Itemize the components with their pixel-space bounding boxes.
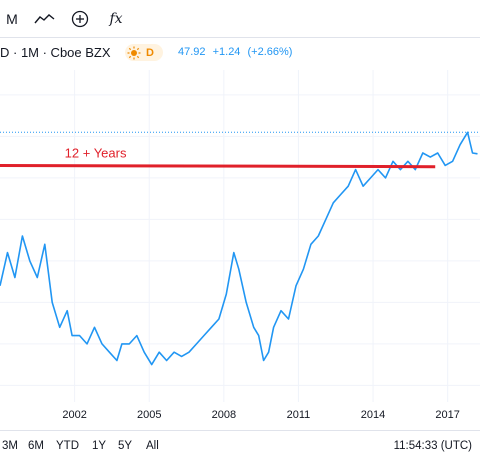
market-status-badge[interactable]: D <box>125 44 163 61</box>
x-axis-tick-label: 2005 <box>136 409 162 421</box>
last-price: 47.92 <box>178 46 206 58</box>
range-5y[interactable]: 5Y <box>118 440 133 452</box>
interval-label: M <box>6 11 18 27</box>
reference-line[interactable] <box>0 163 436 169</box>
compare-button[interactable] <box>68 6 92 32</box>
price-chart[interactable]: 12 + Years <box>0 70 480 402</box>
symbol-title[interactable]: D · 1M · Cboe BZX <box>0 45 111 60</box>
range-all[interactable]: All <box>146 440 159 452</box>
plus-circle-icon <box>71 10 89 28</box>
price-values: 47.92 +1.24 (+2.66%) <box>178 46 296 58</box>
fx-label: fx <box>109 11 123 27</box>
symbol-legend: D · 1M · Cboe BZX D 47.92 +1.24 (+2.66%) <box>0 42 480 64</box>
chart-line-icon <box>34 14 55 24</box>
price-series-line <box>0 131 478 366</box>
x-axis-tick-label: 2014 <box>360 409 386 421</box>
x-axis: 2002 2005 2008 2011 2014 2017 <box>0 405 480 427</box>
interval-button[interactable]: M <box>2 6 22 32</box>
x-axis-tick-label: 2011 <box>286 409 311 421</box>
chart-toolbar: M fx <box>0 0 480 38</box>
x-axis-tick-label: 2002 <box>62 409 87 421</box>
grid-lines <box>0 70 480 402</box>
bottom-bar: 3M 6M YTD 1Y 5Y All 11:54:33 (UTC) <box>0 430 480 460</box>
reference-line-label: 12 + Years <box>65 145 127 160</box>
range-3m[interactable]: 3M <box>2 440 18 452</box>
range-6m[interactable]: 6M <box>28 440 44 452</box>
indicators-button[interactable] <box>32 6 58 32</box>
range-1y[interactable]: 1Y <box>92 440 107 452</box>
x-axis-tick-label: 2008 <box>211 409 237 421</box>
price-change: +1.24 <box>212 46 241 58</box>
sun-icon <box>127 46 141 59</box>
fx-button[interactable]: fx <box>104 6 128 32</box>
x-axis-tick-label: 2017 <box>435 409 460 421</box>
clock: 11:54:33 (UTC) <box>393 440 472 452</box>
price-change-pct: (+2.66%) <box>247 46 293 58</box>
range-ytd[interactable]: YTD <box>56 440 79 452</box>
market-status-label: D <box>146 46 154 59</box>
